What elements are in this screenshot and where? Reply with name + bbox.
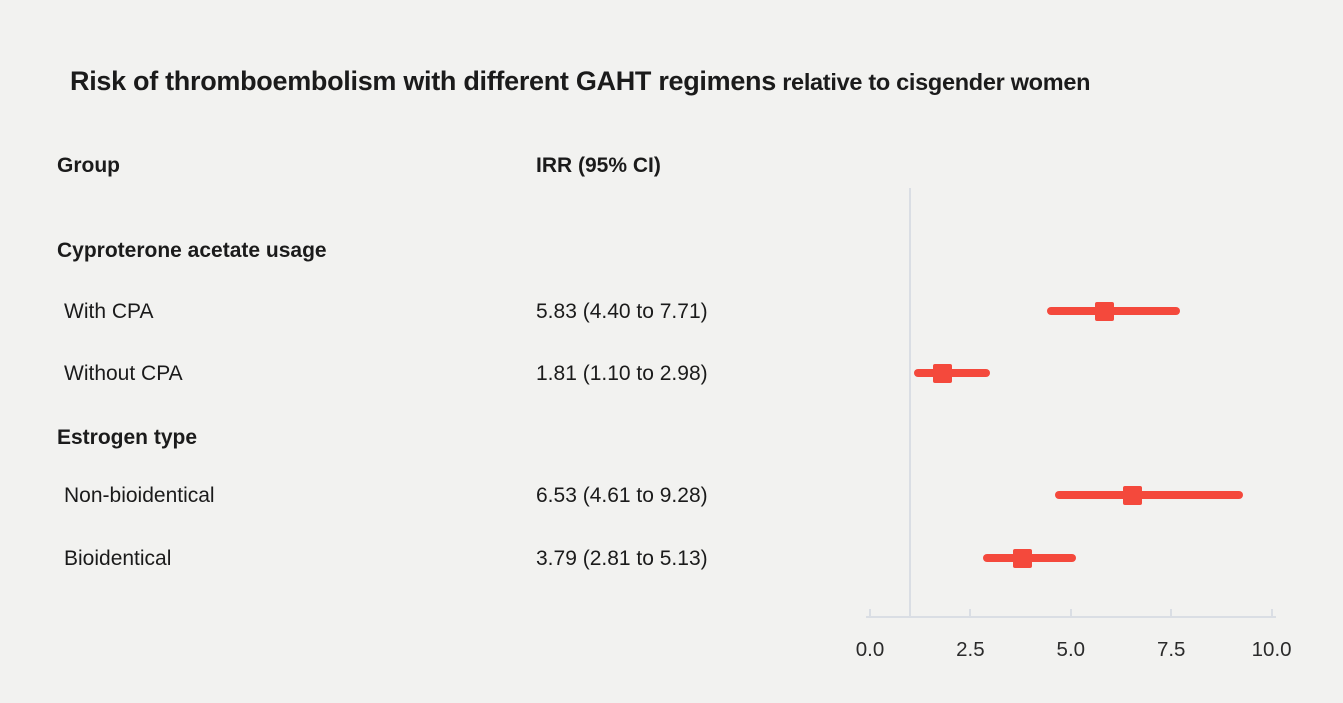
x-axis-tick-label: 10.0 [1251, 638, 1292, 661]
row-value-non-bioidentical: 6.53 (4.61 to 9.28) [536, 484, 708, 507]
x-axis-tick-label: 7.5 [1156, 638, 1186, 661]
x-axis-tick-label: 0.0 [855, 638, 885, 661]
point-estimate-marker [1012, 548, 1032, 568]
x-axis-tick-label: 2.5 [956, 638, 985, 661]
row-value-without-cpa: 1.81 (1.10 to 2.98) [536, 362, 708, 385]
row-label-non-bioidentical: Non-bioidentical [64, 484, 215, 507]
x-axis-tick [1270, 609, 1273, 617]
chart-title-main: Risk of thromboembolism with different G… [70, 66, 776, 96]
row-value-bioidentical: 3.79 (2.81 to 5.13) [536, 547, 708, 570]
x-axis-tick [869, 609, 871, 617]
reference-line [909, 188, 911, 618]
x-axis-tick [1069, 609, 1072, 617]
point-estimate-marker [1094, 301, 1114, 321]
row-label-bioidentical: Bioidentical [64, 547, 172, 570]
column-header-irr: IRR (95% CI) [536, 154, 661, 177]
x-axis-tick [1170, 609, 1173, 617]
x-axis-tick-label: 5.0 [1056, 638, 1086, 661]
chart-title-suffix: relative to cisgender women [775, 69, 1091, 95]
x-axis-line [866, 616, 1276, 618]
group-header-estrogen-type: Estrogen type [57, 426, 198, 449]
point-estimate-marker [933, 363, 953, 383]
group-header-cyproterone: Cyproterone acetate usage [57, 239, 327, 262]
column-header-group: Group [57, 154, 120, 177]
x-axis-tick [969, 609, 972, 617]
row-label-with-cpa: With CPA [64, 300, 154, 323]
row-label-without-cpa: Without CPA [64, 362, 183, 385]
chart-title: Risk of thromboembolism with different G… [70, 66, 1090, 97]
row-value-with-cpa: 5.83 (4.40 to 7.71) [536, 300, 708, 323]
point-estimate-marker [1122, 485, 1142, 505]
ci-line [1055, 491, 1243, 499]
